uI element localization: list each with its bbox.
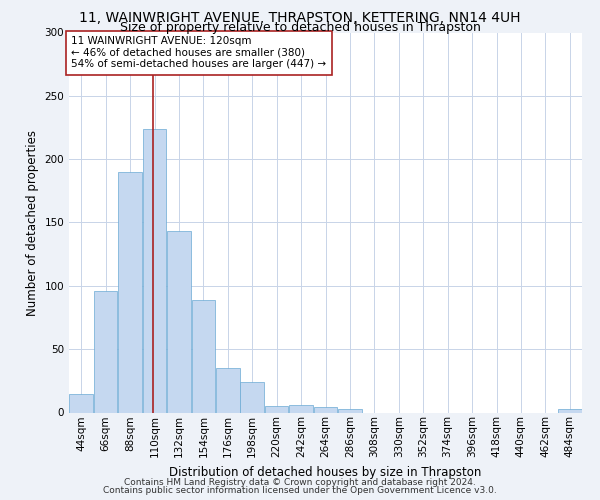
Text: 11, WAINWRIGHT AVENUE, THRAPSTON, KETTERING, NN14 4UH: 11, WAINWRIGHT AVENUE, THRAPSTON, KETTER… xyxy=(79,10,521,24)
Bar xyxy=(558,408,581,412)
Bar xyxy=(167,232,191,412)
Bar xyxy=(216,368,239,412)
Bar xyxy=(191,300,215,412)
Y-axis label: Number of detached properties: Number of detached properties xyxy=(26,130,39,316)
X-axis label: Distribution of detached houses by size in Thrapston: Distribution of detached houses by size … xyxy=(169,466,482,478)
Bar xyxy=(241,382,264,412)
Bar xyxy=(314,408,337,412)
Text: 11 WAINWRIGHT AVENUE: 120sqm
← 46% of detached houses are smaller (380)
54% of s: 11 WAINWRIGHT AVENUE: 120sqm ← 46% of de… xyxy=(71,36,326,70)
Bar xyxy=(94,291,118,412)
Text: Size of property relative to detached houses in Thrapston: Size of property relative to detached ho… xyxy=(119,22,481,35)
Text: Contains public sector information licensed under the Open Government Licence v3: Contains public sector information licen… xyxy=(103,486,497,495)
Bar xyxy=(265,406,289,412)
Bar xyxy=(289,405,313,412)
Bar xyxy=(70,394,93,412)
Bar xyxy=(118,172,142,412)
Bar xyxy=(338,408,362,412)
Text: Contains HM Land Registry data © Crown copyright and database right 2024.: Contains HM Land Registry data © Crown c… xyxy=(124,478,476,487)
Bar xyxy=(143,129,166,412)
